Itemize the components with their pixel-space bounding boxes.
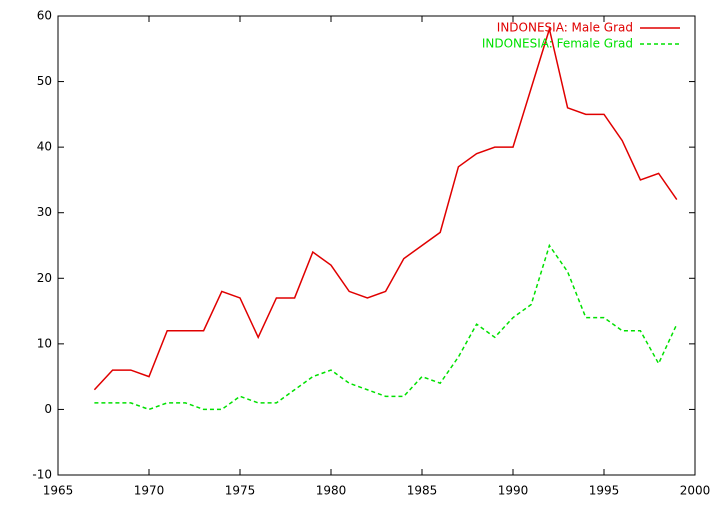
x-tick-label: 1990 (498, 484, 529, 498)
legend-label: INDONESIA: Male Grad (497, 21, 633, 35)
x-tick-label: 1980 (316, 484, 347, 498)
x-tick-label: 1970 (134, 484, 165, 498)
y-tick-label: 20 (37, 271, 52, 285)
x-tick-label: 1975 (225, 484, 256, 498)
series-line (94, 243, 678, 411)
x-tick-label: 1985 (407, 484, 438, 498)
x-tick-label: 1965 (43, 484, 74, 498)
y-tick-label: -10 (32, 468, 52, 482)
x-tick-label: 1995 (589, 484, 620, 498)
x-tick-label: 2000 (680, 484, 711, 498)
series-line (93, 26, 678, 391)
y-tick-label: 30 (37, 205, 52, 219)
y-tick-label: 60 (37, 9, 52, 23)
y-tick-label: 0 (44, 402, 52, 416)
y-tick-label: 40 (37, 140, 52, 154)
legend-label: INDONESIA: Female Grad (482, 37, 633, 51)
y-tick-label: 50 (37, 74, 52, 88)
plot-frame (57, 15, 696, 476)
y-tick-label: 10 (37, 336, 52, 350)
